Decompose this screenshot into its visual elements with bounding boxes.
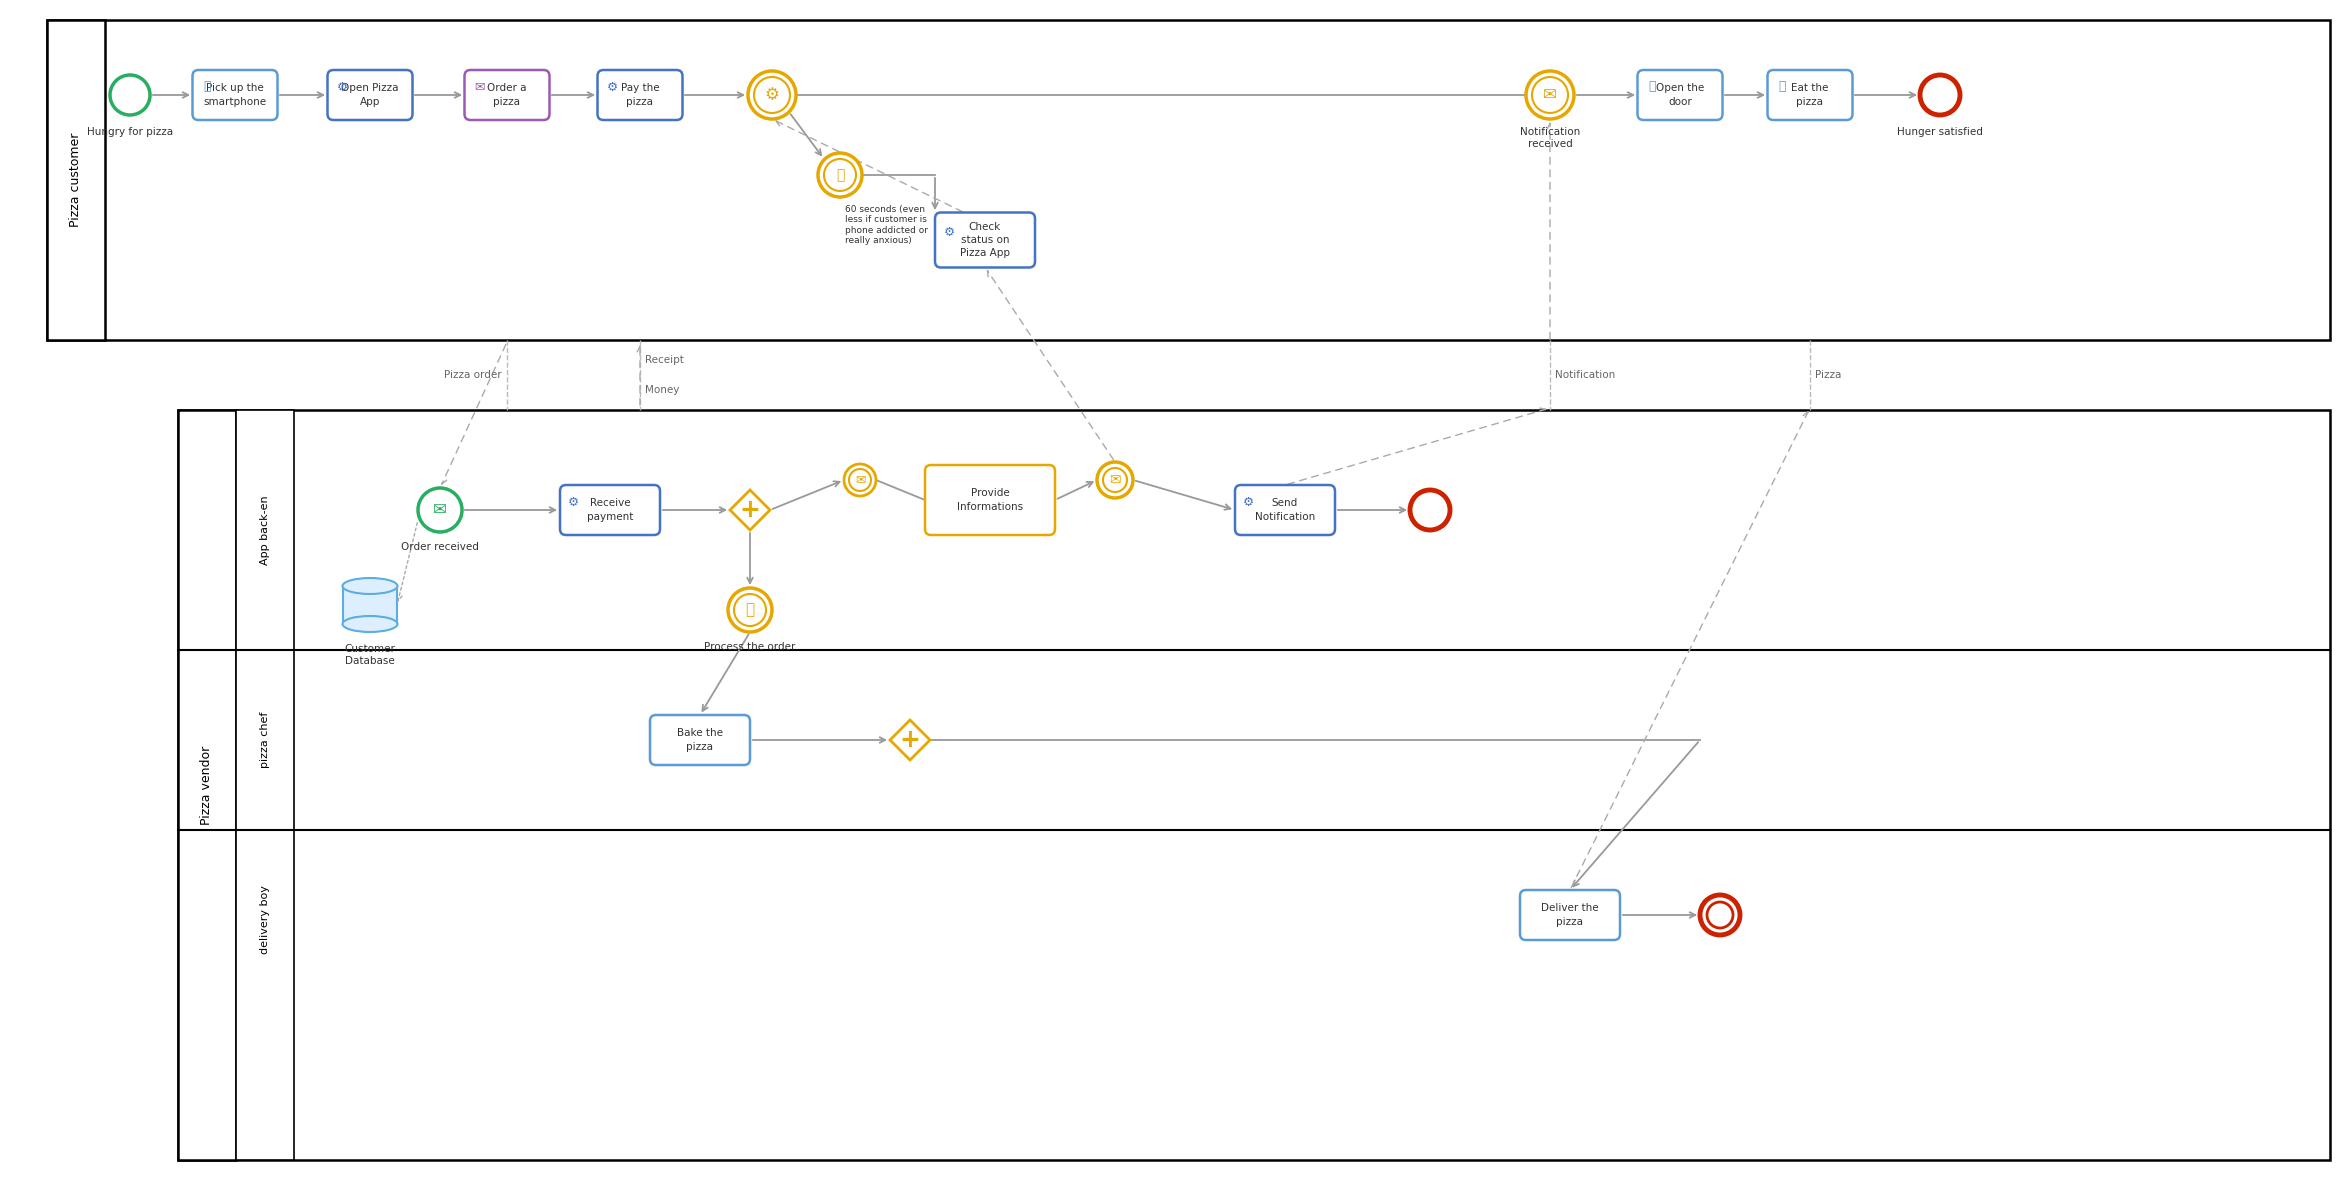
- Text: ⚙: ⚙: [606, 81, 618, 94]
- Text: Order a
pizza: Order a pizza: [488, 83, 526, 107]
- Bar: [47, 20, 106, 340]
- Circle shape: [817, 153, 862, 197]
- Circle shape: [110, 75, 150, 115]
- Text: ⚙: ⚙: [944, 225, 956, 238]
- Bar: [178, 410, 2329, 1160]
- Bar: [47, 20, 2329, 340]
- Bar: [343, 585, 399, 624]
- Text: ✉: ✉: [474, 81, 484, 94]
- Text: ⚙: ⚙: [336, 81, 348, 94]
- FancyBboxPatch shape: [935, 212, 1035, 268]
- Polygon shape: [730, 490, 770, 530]
- Text: Send
Notification: Send Notification: [1254, 498, 1315, 522]
- Circle shape: [1104, 468, 1127, 492]
- Text: ✉: ✉: [1543, 87, 1557, 104]
- Text: Customer
Database: Customer Database: [345, 644, 394, 665]
- Text: Eat the
pizza: Eat the pizza: [1792, 83, 1829, 107]
- Circle shape: [1921, 75, 1961, 115]
- Text: Process the order: Process the order: [704, 642, 796, 652]
- Text: Pizza vendor: Pizza vendor: [200, 745, 214, 824]
- Text: Hungry for pizza: Hungry for pizza: [87, 127, 174, 138]
- Text: Provide
Informations: Provide Informations: [958, 489, 1024, 511]
- FancyBboxPatch shape: [1637, 70, 1723, 120]
- Text: ✉: ✉: [1108, 473, 1120, 487]
- Text: Order received: Order received: [402, 542, 479, 551]
- Circle shape: [754, 77, 789, 113]
- Circle shape: [824, 159, 857, 191]
- Text: Money: Money: [646, 385, 679, 395]
- Text: Pick up the
smartphone: Pick up the smartphone: [204, 83, 268, 107]
- FancyBboxPatch shape: [596, 70, 683, 120]
- Circle shape: [728, 588, 772, 632]
- Text: Deliver the
pizza: Deliver the pizza: [1540, 904, 1599, 926]
- Text: Notification
received: Notification received: [1519, 127, 1580, 148]
- Text: App back-en: App back-en: [261, 496, 270, 565]
- Text: Open Pizza
App: Open Pizza App: [340, 83, 399, 107]
- Circle shape: [1526, 71, 1573, 119]
- Text: 🗂: 🗂: [1777, 81, 1787, 94]
- Bar: [237, 410, 294, 1160]
- Text: Pizza order: Pizza order: [444, 370, 502, 380]
- Text: +: +: [740, 498, 761, 522]
- FancyBboxPatch shape: [925, 465, 1054, 535]
- Text: Open the
door: Open the door: [1655, 83, 1705, 107]
- Text: Notification: Notification: [1554, 370, 1615, 380]
- Text: ⏰: ⏰: [744, 602, 754, 618]
- Ellipse shape: [343, 578, 397, 594]
- Text: 🗂: 🗂: [1648, 81, 1655, 94]
- Circle shape: [1411, 490, 1451, 530]
- Circle shape: [843, 464, 876, 496]
- Bar: [178, 410, 237, 1160]
- Text: Receipt: Receipt: [646, 355, 683, 365]
- Text: 🗂: 🗂: [204, 81, 211, 94]
- Circle shape: [850, 468, 871, 491]
- FancyBboxPatch shape: [1235, 485, 1336, 535]
- Text: ✉: ✉: [432, 500, 446, 519]
- Text: 60 seconds (even
less if customer is
phone addicted or
really anxious): 60 seconds (even less if customer is pho…: [845, 205, 927, 246]
- Ellipse shape: [343, 616, 397, 632]
- Circle shape: [1707, 903, 1733, 927]
- Polygon shape: [890, 720, 930, 760]
- FancyBboxPatch shape: [650, 715, 749, 765]
- Text: ✉: ✉: [855, 473, 866, 486]
- Text: ⚙: ⚙: [765, 87, 780, 104]
- Text: Pizza customer: Pizza customer: [70, 133, 82, 228]
- Circle shape: [749, 71, 796, 119]
- Text: Pizza: Pizza: [1815, 370, 1841, 380]
- Text: +: +: [899, 728, 920, 752]
- FancyBboxPatch shape: [326, 70, 413, 120]
- Circle shape: [1700, 895, 1740, 935]
- Text: Bake the
pizza: Bake the pizza: [676, 728, 723, 752]
- Circle shape: [418, 487, 463, 533]
- FancyBboxPatch shape: [465, 70, 549, 120]
- FancyBboxPatch shape: [193, 70, 277, 120]
- Circle shape: [1531, 77, 1568, 113]
- Circle shape: [1097, 463, 1134, 498]
- Text: delivery boy: delivery boy: [261, 886, 270, 955]
- Text: ⚙: ⚙: [1242, 496, 1254, 509]
- Text: ⚙: ⚙: [568, 496, 578, 509]
- FancyBboxPatch shape: [561, 485, 660, 535]
- Text: ⏰: ⏰: [836, 168, 845, 181]
- Text: Check
status on
Pizza App: Check status on Pizza App: [960, 222, 1010, 259]
- Text: Receive
payment: Receive payment: [587, 498, 634, 522]
- Text: Pay the
pizza: Pay the pizza: [620, 83, 660, 107]
- Text: Hunger satisfied: Hunger satisfied: [1897, 127, 1984, 138]
- FancyBboxPatch shape: [1768, 70, 1853, 120]
- Text: pizza chef: pizza chef: [261, 712, 270, 769]
- Circle shape: [735, 594, 765, 626]
- FancyBboxPatch shape: [1519, 890, 1620, 940]
